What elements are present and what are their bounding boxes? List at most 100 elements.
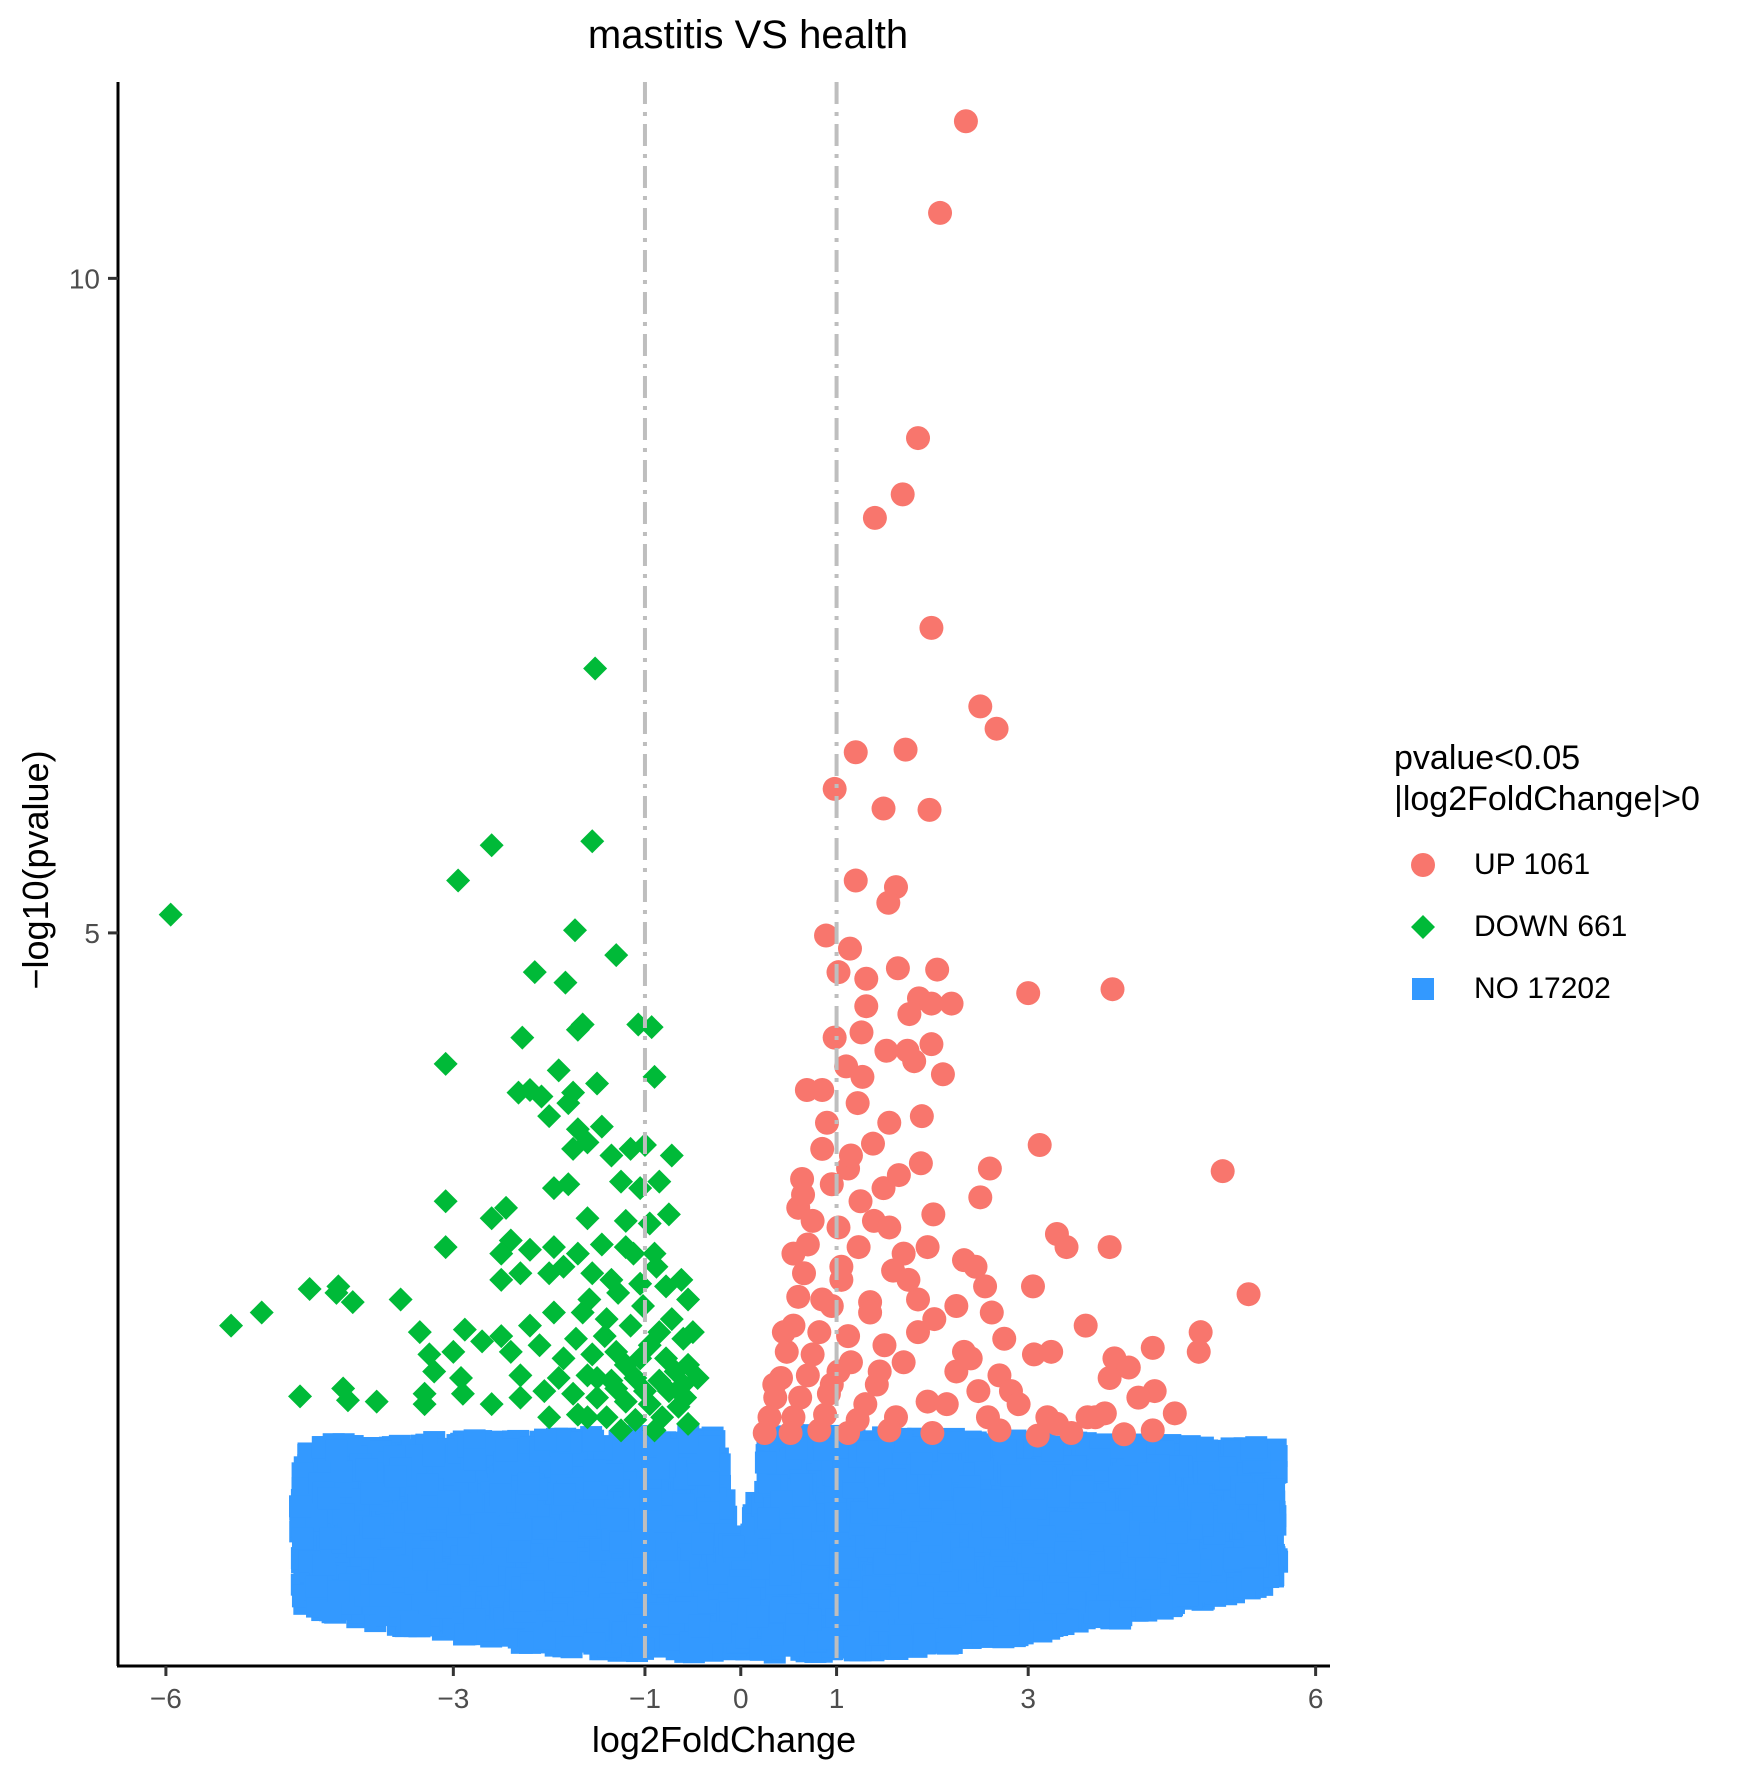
legend-label-no: NO 17202: [1474, 972, 1611, 1005]
down-point: [532, 1379, 557, 1404]
no-point: [653, 1510, 676, 1533]
no-point: [555, 1540, 578, 1563]
no-point: [593, 1597, 616, 1620]
down-point: [335, 1388, 360, 1413]
no-point: [583, 1632, 606, 1655]
no-point: [813, 1438, 836, 1461]
no-point: [1088, 1600, 1111, 1623]
diamond-marker-icon: [1394, 896, 1452, 958]
no-point: [522, 1580, 545, 1603]
up-point: [930, 1062, 955, 1087]
down-point: [585, 1366, 610, 1390]
up-point: [810, 1287, 835, 1312]
no-point: [913, 1623, 936, 1646]
down-point: [580, 1342, 605, 1367]
down-point: [594, 1307, 619, 1332]
no-point: [672, 1493, 695, 1516]
legend-label-down: DOWN 661: [1474, 910, 1628, 943]
down-point: [470, 1329, 495, 1354]
down-point: [417, 1342, 442, 1367]
up-point: [968, 1185, 993, 1210]
no-point: [1071, 1480, 1094, 1503]
down-point: [407, 1320, 432, 1345]
up-point: [810, 1136, 835, 1161]
down-point: [589, 1232, 614, 1257]
up-point: [836, 1420, 861, 1445]
up-point: [915, 1235, 940, 1260]
down-point: [364, 1389, 389, 1414]
no-point: [489, 1483, 512, 1506]
no-point: [971, 1620, 994, 1643]
no-point: [690, 1637, 713, 1660]
no-point: [1098, 1549, 1121, 1572]
up-point: [876, 890, 901, 915]
no-point: [495, 1624, 518, 1647]
no-point: [971, 1457, 994, 1480]
no-point: [573, 1597, 596, 1620]
down-point: [489, 1241, 514, 1266]
no-point: [867, 1486, 890, 1509]
up-point: [902, 1049, 927, 1074]
up-point: [1097, 1366, 1122, 1390]
no-point: [560, 1636, 583, 1659]
no-point: [639, 1488, 662, 1511]
no-point: [1241, 1568, 1264, 1591]
x-ticks: −6 −3 −1 0 1 3 6: [150, 1666, 1323, 1714]
down-point: [621, 1241, 646, 1266]
up-point: [886, 1163, 911, 1188]
up-point: [848, 1189, 873, 1214]
up-point: [1097, 1235, 1122, 1260]
down-point: [563, 918, 588, 943]
up-point: [915, 1389, 940, 1414]
down-point: [639, 1015, 664, 1040]
down-point: [449, 1366, 474, 1390]
no-point: [463, 1448, 486, 1471]
chart-title: mastitis VS health: [588, 13, 908, 57]
up-point: [862, 505, 887, 530]
no-point: [769, 1563, 792, 1586]
no-point: [895, 1573, 918, 1596]
y-tick-label: 5: [84, 918, 100, 949]
no-point: [601, 1463, 624, 1486]
up-point: [800, 1342, 825, 1367]
up-point: [877, 1418, 902, 1443]
no-point: [317, 1487, 340, 1510]
no-point: [1137, 1462, 1160, 1485]
no-point: [794, 1500, 817, 1523]
no-point: [806, 1569, 829, 1592]
up-point: [1186, 1339, 1211, 1364]
down-point: [628, 1176, 653, 1201]
no-point: [612, 1439, 635, 1462]
no-point: [582, 1429, 605, 1452]
no-point: [691, 1532, 714, 1555]
no-point: [964, 1593, 987, 1616]
up-series: [752, 109, 1261, 1448]
down-point: [561, 1136, 586, 1161]
up-point: [810, 1078, 835, 1102]
no-point: [305, 1575, 328, 1598]
no-point: [1244, 1545, 1267, 1568]
no-point: [676, 1431, 699, 1454]
down-point: [676, 1411, 701, 1436]
no-point: [1135, 1557, 1158, 1580]
up-point: [906, 1320, 931, 1345]
no-point: [890, 1635, 913, 1658]
down-point: [450, 1381, 475, 1406]
up-point: [885, 956, 910, 981]
down-point: [489, 1324, 514, 1349]
down-point: [585, 1385, 610, 1410]
no-point: [289, 1495, 312, 1518]
no-point: [746, 1605, 769, 1628]
no-point: [1088, 1448, 1111, 1471]
up-point: [1162, 1401, 1187, 1426]
no-point: [416, 1473, 439, 1496]
up-point: [1236, 1282, 1261, 1307]
no-point: [312, 1553, 335, 1576]
down-point: [494, 1195, 519, 1220]
down-point: [489, 1267, 514, 1292]
up-point: [1083, 1405, 1108, 1430]
down-point: [510, 1025, 535, 1050]
no-point: [474, 1512, 497, 1535]
down-point: [158, 902, 183, 927]
up-point: [781, 1241, 806, 1266]
